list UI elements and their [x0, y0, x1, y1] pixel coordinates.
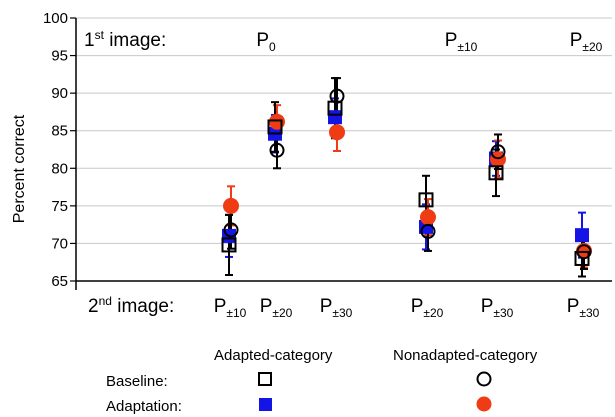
y-tick-label: 95	[51, 48, 68, 65]
data-point-nonadapted-baseline	[490, 144, 506, 160]
y-tick-label: 65	[51, 273, 68, 290]
data-point-nonadapted-baseline	[576, 244, 592, 260]
second-image-condition-label: P±30	[567, 296, 600, 320]
data-point-nonadapted-baseline	[329, 88, 345, 104]
data-point-nonadapted-adaptation	[269, 113, 285, 130]
data-point-nonadapted-adaptation	[490, 151, 506, 168]
data-point-nonadapted-baseline	[420, 223, 436, 239]
grid	[76, 17, 612, 282]
first-image-group-label: P0	[256, 30, 276, 54]
data-point-adapted-adaptation	[328, 110, 342, 125]
y-tick-label: 100	[43, 10, 68, 27]
data-point-nonadapted-adaptation	[223, 197, 239, 214]
legend-adapted-baseline-marker	[258, 372, 272, 386]
data-point-adapted-baseline	[267, 119, 283, 135]
legend-col-nonadapted: Nonadapted-category	[393, 347, 538, 364]
axes	[75, 18, 612, 290]
data-point-adapted-baseline	[418, 192, 434, 208]
data-point-adapted-baseline	[488, 165, 504, 181]
y-tick-label: 90	[51, 85, 68, 102]
data-point-nonadapted-adaptation	[329, 124, 345, 141]
second-image-condition-label: P±20	[260, 296, 293, 320]
y-tick-label: 85	[51, 123, 68, 140]
y-axis-label: Percent correct	[11, 114, 28, 223]
legend-row-baseline: Baseline:	[106, 373, 168, 390]
data-point-nonadapted-baseline	[223, 222, 239, 238]
data-point-adapted-baseline	[574, 250, 590, 266]
legend: Adapted-category Nonadapted-category Bas…	[106, 347, 538, 415]
second-image-condition-label: P±10	[214, 296, 247, 320]
error-bars	[225, 77, 588, 278]
data-point-adapted-adaptation	[575, 228, 589, 243]
second-image-condition-label: P±30	[320, 296, 353, 320]
first-image-row: 1st image: P0 P±10 P±20	[84, 28, 603, 54]
markers	[221, 88, 592, 266]
second-image-condition-label: P±20	[411, 296, 444, 320]
second-image-row: 2nd image: P±10 P±20 P±30 P±20 P±30 P±30	[88, 294, 600, 320]
legend-nonadapted-adaptation-marker	[476, 396, 492, 412]
y-tick-label: 80	[51, 160, 68, 177]
y-tick-label: 70	[51, 235, 68, 252]
legend-adapted-adaptation-marker	[259, 398, 272, 411]
legend-row-adaptation: Adaptation:	[106, 398, 182, 415]
data-point-nonadapted-adaptation	[420, 209, 436, 226]
data-point-nonadapted-baseline	[269, 142, 285, 158]
legend-col-adapted: Adapted-category	[214, 347, 333, 364]
second-image-label: 2nd image:	[88, 294, 174, 317]
y-ticks: 65 70 75 80 85 90 95 100	[43, 10, 76, 290]
data-point-adapted-baseline	[221, 237, 237, 253]
first-image-label: 1st image:	[84, 28, 166, 51]
second-image-condition-label: P±30	[481, 296, 514, 320]
first-image-group-label: P±20	[570, 30, 603, 54]
y-tick-label: 75	[51, 198, 68, 215]
legend-nonadapted-baseline-marker	[476, 371, 492, 387]
first-image-group-label: P±10	[445, 30, 478, 54]
